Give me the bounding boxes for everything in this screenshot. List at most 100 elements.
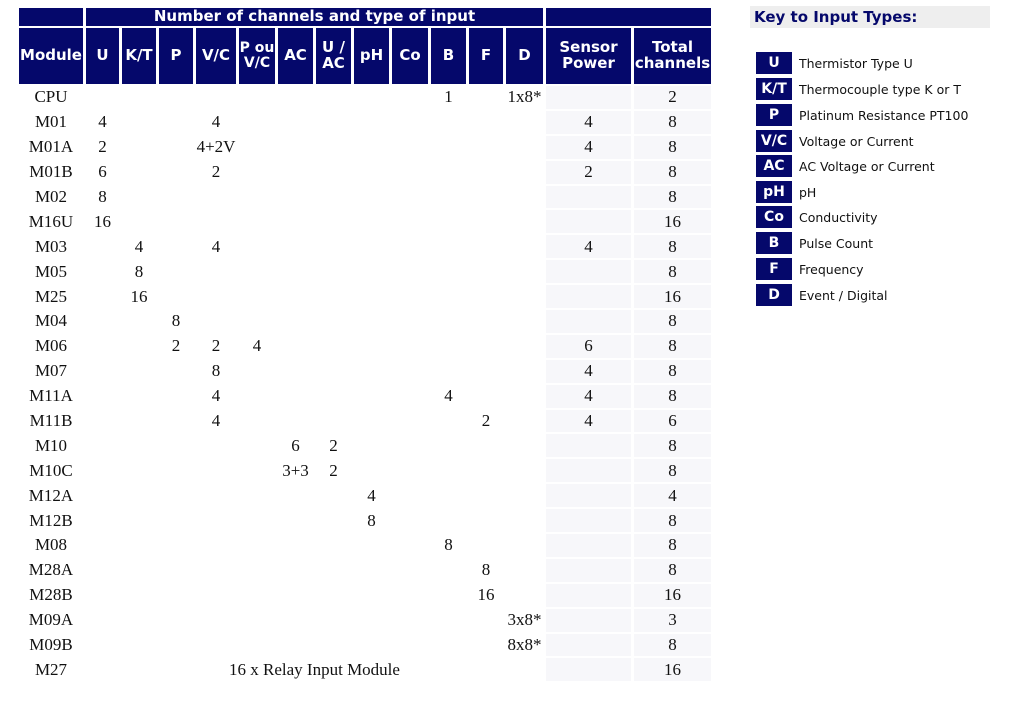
cell-d <box>506 484 543 508</box>
cell-p-ou-vc <box>239 185 275 209</box>
key-item: F Frequency <box>756 258 864 280</box>
cell-sensor-power: 4 <box>546 409 631 433</box>
cell-ph <box>354 608 389 632</box>
table-row: M08 8 8 <box>19 534 711 557</box>
cell-b <box>431 285 466 309</box>
key-item: V/C Voltage or Current <box>756 130 914 152</box>
cell-u <box>86 509 119 533</box>
cell-ac <box>278 583 313 607</box>
cell-total: 16 <box>634 285 711 309</box>
cell-u <box>86 359 119 383</box>
cell-vc <box>196 633 236 657</box>
cell-module: M06 <box>19 334 83 358</box>
cell-kt <box>122 185 156 209</box>
group-header: Number of channels and type of input <box>86 8 543 26</box>
key-label: Event / Digital <box>799 287 888 303</box>
cell-ac <box>278 484 313 508</box>
cell-p-ou-vc <box>239 484 275 508</box>
cell-module: M01A <box>19 135 83 159</box>
cell-co <box>392 484 428 508</box>
cell-sensor-power <box>546 509 631 533</box>
cell-p-ou-vc <box>239 409 275 433</box>
cell-p-ou-vc <box>239 633 275 657</box>
cell-f <box>469 260 503 284</box>
key-item: D Event / Digital <box>756 284 888 306</box>
cell-module: M09A <box>19 608 83 632</box>
cell-vc <box>196 534 236 557</box>
table-row: M11B 4 2 4 6 <box>19 409 711 433</box>
cell-ac <box>278 384 313 408</box>
key-code-badge: V/C <box>756 130 792 152</box>
key-label: Platinum Resistance PT100 <box>799 107 969 123</box>
table-row: M12B 8 8 <box>19 509 711 533</box>
cell-u-ac <box>316 310 351 333</box>
cell-co <box>392 583 428 607</box>
key-title: Key to Input Types: <box>750 6 990 28</box>
cell-total: 8 <box>634 185 711 209</box>
cell-f <box>469 359 503 383</box>
cell-b <box>431 583 466 607</box>
cell-b <box>431 558 466 582</box>
table-row: M28B 16 16 <box>19 583 711 607</box>
cell-u-ac <box>316 86 351 109</box>
cell-sensor-power <box>546 185 631 209</box>
cell-vc <box>196 583 236 607</box>
cell-f <box>469 384 503 408</box>
cell-kt <box>122 135 156 159</box>
cell-b <box>431 160 466 184</box>
cell-u-ac <box>316 534 351 557</box>
cell-co <box>392 235 428 259</box>
cell-sensor-power: 4 <box>546 384 631 408</box>
col-header-f: F <box>469 28 503 84</box>
table-row: M04 8 8 <box>19 310 711 333</box>
cell-kt <box>122 534 156 557</box>
cell-ph <box>354 558 389 582</box>
cell-u: 4 <box>86 110 119 134</box>
cell-vc: 4 <box>196 235 236 259</box>
cell-kt <box>122 110 156 134</box>
cell-ac <box>278 534 313 557</box>
cell-ph: 8 <box>354 509 389 533</box>
cell-ac <box>278 359 313 383</box>
cell-ac <box>278 285 313 309</box>
cell-p <box>159 509 193 533</box>
cell-sensor-power <box>546 459 631 483</box>
cell-u-ac <box>316 334 351 358</box>
cell-module: M03 <box>19 235 83 259</box>
cell-f: 16 <box>469 583 503 607</box>
cell-d <box>506 583 543 607</box>
cell-ph <box>354 86 389 109</box>
cell-d <box>506 110 543 134</box>
cell-vc: 4 <box>196 384 236 408</box>
cell-total: 2 <box>634 86 711 109</box>
cell-u <box>86 235 119 259</box>
cell-p <box>159 235 193 259</box>
cell-f <box>469 160 503 184</box>
key-code-badge: F <box>756 258 792 280</box>
cell-co <box>392 310 428 333</box>
cell-d <box>506 260 543 284</box>
cell-b <box>431 509 466 533</box>
cell-u <box>86 86 119 109</box>
table-row: M01B 6 2 2 8 <box>19 160 711 184</box>
key-item: K/T Thermocouple type K or T <box>756 78 961 100</box>
cell-u-ac <box>316 608 351 632</box>
cell-co <box>392 185 428 209</box>
cell-kt <box>122 310 156 333</box>
table-row: M03 4 4 4 8 <box>19 235 711 259</box>
cell-kt: 8 <box>122 260 156 284</box>
cell-vc <box>196 86 236 109</box>
cell-vc <box>196 185 236 209</box>
cell-u-ac <box>316 583 351 607</box>
cell-co <box>392 384 428 408</box>
cell-vc <box>196 484 236 508</box>
cell-u <box>86 633 119 657</box>
cell-module: M08 <box>19 534 83 557</box>
cell-f <box>469 534 503 557</box>
cell-u-ac <box>316 384 351 408</box>
cell-kt <box>122 160 156 184</box>
cell-sensor-power <box>546 434 631 458</box>
cell-d <box>506 434 543 458</box>
cell-ac <box>278 260 313 284</box>
cell-co <box>392 160 428 184</box>
